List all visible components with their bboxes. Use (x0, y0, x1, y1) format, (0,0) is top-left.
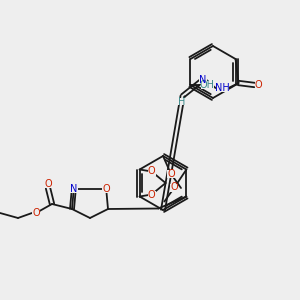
FancyBboxPatch shape (69, 185, 78, 193)
FancyBboxPatch shape (148, 167, 156, 175)
FancyBboxPatch shape (167, 170, 175, 178)
Text: O: O (102, 184, 110, 194)
Text: N: N (70, 184, 77, 194)
FancyBboxPatch shape (178, 98, 185, 106)
FancyBboxPatch shape (217, 84, 229, 92)
Text: H: H (178, 97, 185, 107)
Text: O: O (44, 179, 52, 189)
Text: OH: OH (200, 80, 215, 90)
FancyBboxPatch shape (254, 81, 262, 89)
FancyBboxPatch shape (32, 209, 40, 217)
Text: N: N (199, 75, 206, 85)
Text: O: O (255, 80, 262, 90)
FancyBboxPatch shape (148, 190, 156, 199)
Text: O: O (167, 169, 175, 179)
Text: O: O (32, 208, 40, 218)
FancyBboxPatch shape (199, 76, 206, 84)
FancyBboxPatch shape (170, 184, 178, 191)
Text: O: O (171, 182, 178, 193)
Text: NH: NH (215, 83, 230, 93)
Text: O: O (148, 167, 155, 176)
FancyBboxPatch shape (44, 181, 52, 188)
Text: O: O (148, 190, 155, 200)
FancyBboxPatch shape (102, 185, 111, 193)
FancyBboxPatch shape (201, 81, 214, 89)
